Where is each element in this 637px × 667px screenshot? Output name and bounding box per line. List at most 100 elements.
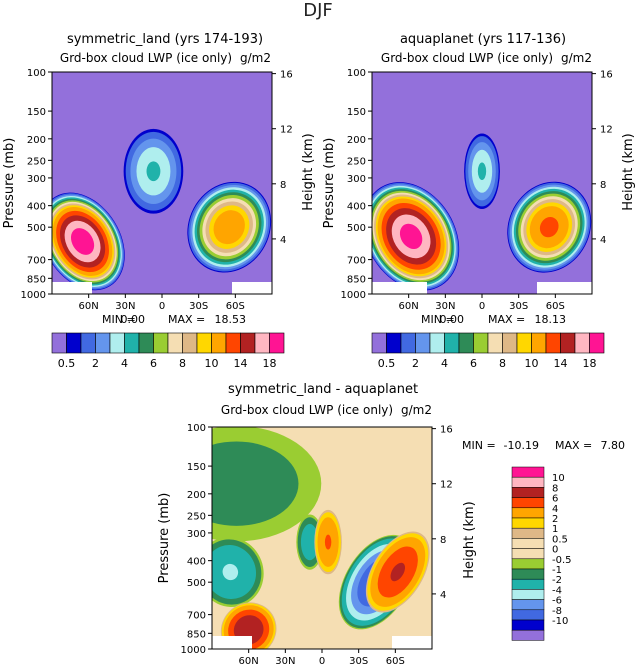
colorbar-label: 14 xyxy=(234,357,248,370)
colorbar-box xyxy=(531,332,547,354)
max-label: MAX = xyxy=(488,313,525,326)
colorbar-box xyxy=(371,332,387,354)
colorbar-box xyxy=(511,507,545,519)
pressure-tick-label: 850 xyxy=(347,274,366,285)
height-tick-label: 8 xyxy=(600,180,606,191)
pressure-tick-label: 200 xyxy=(187,490,206,501)
pressure-tick-label: 250 xyxy=(347,156,366,167)
colorbar-box xyxy=(511,558,545,570)
colorbar-box xyxy=(182,332,198,354)
colorbar-box xyxy=(95,332,111,354)
lat-tick-label: 30S xyxy=(349,656,368,667)
contour-level xyxy=(300,523,319,561)
pressure-tick-label: 100 xyxy=(347,68,366,79)
pressure-tick-label: 300 xyxy=(27,174,46,185)
height-tick-label: 8 xyxy=(280,180,286,191)
contour-level xyxy=(390,562,406,582)
lat-tick-label: 30N xyxy=(115,301,135,312)
colorbar-box xyxy=(545,332,561,354)
pressure-tick-label: 700 xyxy=(347,256,366,267)
pressure-tick-label: 1000 xyxy=(181,645,206,656)
colorbar-label: 2 xyxy=(552,514,558,525)
colorbar-box xyxy=(80,332,96,354)
colorbar-box xyxy=(240,332,256,354)
lat-tick-label: 30S xyxy=(509,301,528,312)
colorbar-box xyxy=(511,487,545,498)
pressure-tick-label: 1000 xyxy=(341,290,366,301)
height-tick-label: 8 xyxy=(440,535,446,546)
min-label: MIN = xyxy=(462,439,496,452)
colorbar-label: 0.5 xyxy=(378,357,396,370)
colorbar-label: 6 xyxy=(552,494,558,505)
colorbar-label: 10 xyxy=(205,357,219,370)
axes: 100 150 200 250 300 400 500 700 850 1000 16 12 8 4 60N… xyxy=(341,68,613,312)
pressure-tick-label: 150 xyxy=(187,462,206,473)
pressure-tick-label: 500 xyxy=(27,223,46,234)
colorbar-label: 0.5 xyxy=(58,357,76,370)
pressure-tick-label: 400 xyxy=(27,202,46,213)
min-value: 0.00 xyxy=(121,313,146,326)
lat-tick-label: 60S xyxy=(386,656,405,667)
colorbar: 0.5 2 4 6 8 10 14 18 xyxy=(371,332,605,370)
colorbar-label: 18 xyxy=(263,357,277,370)
pressure-tick-label: 850 xyxy=(27,274,46,285)
lat-tick-label: 0 xyxy=(319,656,325,667)
pressure-tick-label: 100 xyxy=(27,68,46,79)
colorbar-box xyxy=(254,332,270,354)
colorbar-label: 14 xyxy=(554,357,568,370)
colorbar-box xyxy=(511,589,545,600)
colorbar-box xyxy=(502,332,518,354)
colorbar-label: 2 xyxy=(92,357,99,370)
colorbar-label: 8 xyxy=(499,357,506,370)
pressure-tick-label: 400 xyxy=(187,557,206,568)
colorbar-label: 6 xyxy=(150,357,157,370)
panel-subtitle: Grd-box cloud LWP (ice only) xyxy=(221,403,393,417)
colorbar-box xyxy=(560,332,576,354)
colorbar-label: 8 xyxy=(179,357,186,370)
axes: 100 150 200 250 300 400 500 700 850 1000 16 12 8 4 60N… xyxy=(181,423,453,667)
colorbar-box xyxy=(511,538,545,549)
colorbar-box xyxy=(511,517,545,529)
pressure-tick-label: 400 xyxy=(347,202,366,213)
colorbar-label: 0.5 xyxy=(552,534,568,545)
lat-tick-label: 30N xyxy=(435,301,455,312)
colorbar-box xyxy=(487,332,503,354)
max-value: 18.13 xyxy=(535,313,567,326)
y-axis-label: Pressure (mb) xyxy=(157,493,172,584)
colorbar-box xyxy=(51,332,67,354)
colorbar-box xyxy=(429,332,445,354)
lat-tick-label: 0 xyxy=(479,301,485,312)
min-label: MIN = xyxy=(102,313,136,326)
pressure-tick-label: 100 xyxy=(187,423,206,434)
height-tick-label: 12 xyxy=(280,125,293,136)
colorbar-label: 10 xyxy=(525,357,539,370)
lat-tick-label: 60N xyxy=(399,301,419,312)
min-value: 0.00 xyxy=(440,313,465,326)
lat-tick-label: 60S xyxy=(226,301,245,312)
colorbar-box xyxy=(574,332,590,354)
colorbar-box xyxy=(516,332,532,354)
colorbar-label: -6 xyxy=(552,596,562,607)
pressure-tick-label: 200 xyxy=(27,135,46,146)
pressure-tick-label: 500 xyxy=(187,578,206,589)
panel-title: aquaplanet (yrs 117-136) xyxy=(400,32,566,47)
colorbar-box xyxy=(109,332,125,354)
colorbar-box xyxy=(511,629,545,641)
height-tick-label: 4 xyxy=(440,590,446,601)
height-tick-label: 12 xyxy=(600,125,613,136)
lat-tick-label: 60N xyxy=(239,656,259,667)
contour-level xyxy=(213,210,245,245)
colorbar-box xyxy=(511,568,545,580)
colorbar-label: 8 xyxy=(552,483,558,494)
colorbar-box xyxy=(153,332,169,354)
colorbar-label: 6 xyxy=(470,357,477,370)
pressure-tick-label: 250 xyxy=(187,511,206,522)
panel-title: symmetric_land (yrs 174-193) xyxy=(67,32,263,47)
contour-field xyxy=(372,133,592,291)
colorbar-label: -8 xyxy=(552,606,562,617)
colorbar-box xyxy=(511,476,545,488)
pressure-tick-label: 250 xyxy=(27,156,46,167)
lat-tick-label: 30S xyxy=(189,301,208,312)
pressure-tick-label: 700 xyxy=(187,611,206,622)
